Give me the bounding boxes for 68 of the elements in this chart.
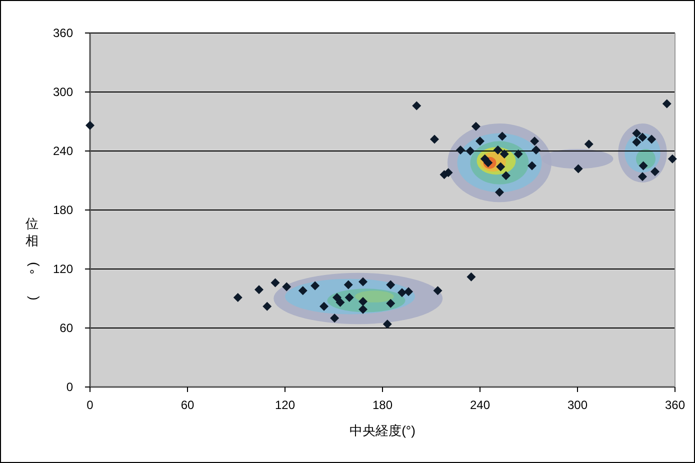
point bbox=[358, 304, 368, 314]
point bbox=[233, 293, 242, 302]
y-tick-label: 120 bbox=[52, 262, 74, 276]
point bbox=[500, 149, 509, 158]
y-tick-label: 60 bbox=[60, 321, 74, 335]
point bbox=[433, 286, 442, 296]
point bbox=[532, 146, 541, 155]
point bbox=[650, 167, 660, 176]
point bbox=[282, 282, 292, 292]
y-tick-label: 180 bbox=[52, 203, 74, 217]
x-tick-label: 0 bbox=[86, 398, 94, 412]
point bbox=[476, 136, 484, 146]
point bbox=[638, 132, 647, 142]
point bbox=[466, 146, 475, 156]
point bbox=[336, 298, 345, 307]
x-tick-label: 240 bbox=[470, 398, 490, 412]
point bbox=[456, 146, 465, 155]
point bbox=[502, 171, 510, 180]
point bbox=[320, 302, 328, 311]
point bbox=[254, 285, 264, 294]
point bbox=[86, 120, 94, 130]
point bbox=[514, 149, 523, 158]
point bbox=[386, 298, 396, 308]
point bbox=[430, 134, 439, 144]
point bbox=[404, 287, 413, 296]
x-tick-label: 60 bbox=[180, 398, 194, 412]
point bbox=[330, 314, 340, 323]
point bbox=[412, 101, 422, 110]
y-tick-label: 0 bbox=[66, 380, 74, 394]
point bbox=[638, 172, 647, 182]
point bbox=[471, 122, 480, 131]
point bbox=[382, 320, 392, 329]
y-tick-label: 360 bbox=[52, 26, 74, 40]
x-tick-label: 120 bbox=[274, 398, 296, 412]
point bbox=[528, 161, 536, 170]
point bbox=[632, 138, 642, 147]
x-axis-title: 中央経度(°) bbox=[350, 423, 416, 438]
point bbox=[332, 293, 342, 302]
point bbox=[584, 140, 594, 149]
point bbox=[496, 162, 506, 172]
point bbox=[270, 278, 280, 288]
point bbox=[466, 272, 476, 282]
point bbox=[386, 280, 396, 290]
point bbox=[398, 288, 406, 298]
point bbox=[358, 296, 368, 306]
x-tick-label: 180 bbox=[372, 398, 393, 412]
y-tick-label: 300 bbox=[52, 85, 74, 99]
point bbox=[344, 293, 354, 302]
point bbox=[495, 188, 504, 197]
point bbox=[632, 128, 642, 138]
point bbox=[493, 146, 502, 155]
point bbox=[530, 136, 540, 146]
point bbox=[638, 161, 648, 170]
y-axis-title: 位相(°) bbox=[26, 216, 42, 300]
point bbox=[574, 164, 583, 174]
point bbox=[480, 154, 490, 164]
point bbox=[344, 280, 353, 290]
point bbox=[498, 132, 507, 141]
x-tick-label: 300 bbox=[567, 398, 588, 412]
point bbox=[662, 99, 672, 108]
point bbox=[262, 302, 272, 311]
x-tick-label: 360 bbox=[664, 398, 686, 412]
point bbox=[298, 286, 308, 296]
point bbox=[310, 281, 320, 290]
point bbox=[647, 134, 656, 144]
y-tick-label: 240 bbox=[52, 144, 74, 158]
point bbox=[358, 277, 368, 286]
point bbox=[668, 154, 677, 164]
